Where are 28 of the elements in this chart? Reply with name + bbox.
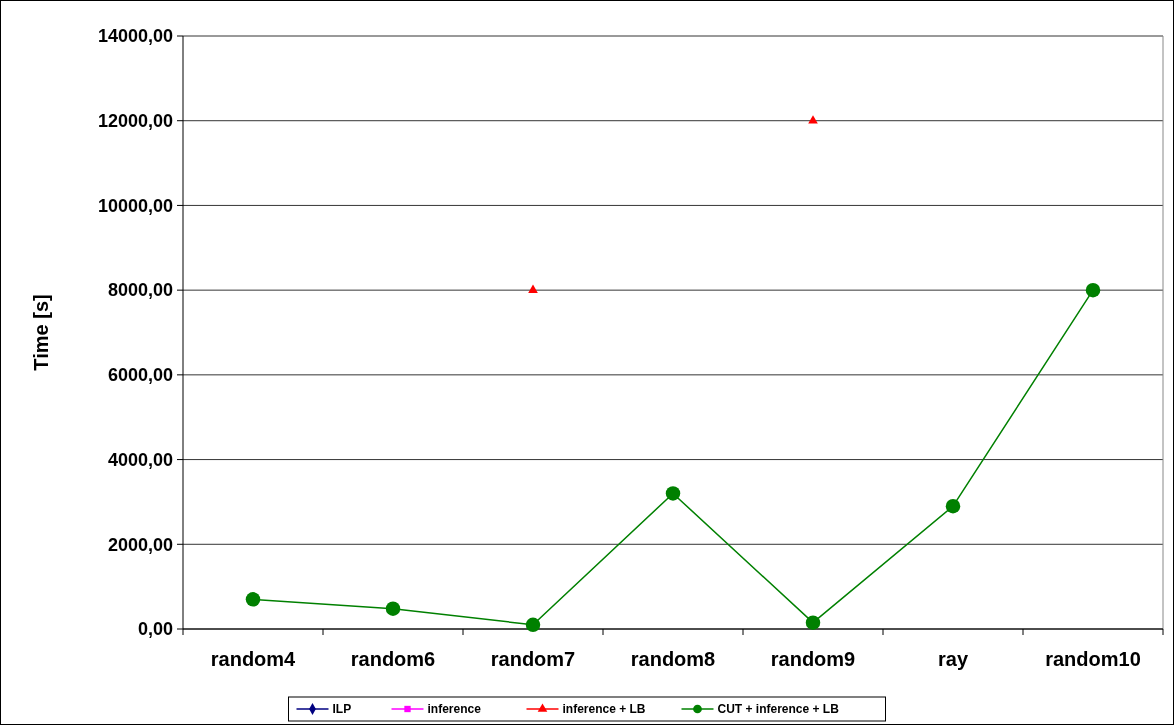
y-tick-label: 0,00 <box>137 619 173 640</box>
x-tick-label: random9 <box>770 648 856 670</box>
y-tick-label: 2000,00 <box>107 534 173 555</box>
y-tick-label: 8000,00 <box>107 280 173 301</box>
x-tick-label: random4 <box>210 648 297 670</box>
point <box>385 601 401 616</box>
point <box>665 486 681 501</box>
y-tick-label: 10000,00 <box>97 195 173 216</box>
y-tick-label: 4000,00 <box>107 449 173 470</box>
point <box>528 284 538 293</box>
point <box>525 617 541 632</box>
point <box>245 592 261 607</box>
x-tick-label: ray <box>937 648 969 670</box>
y-tick-label: 14000,00 <box>97 26 173 47</box>
legend-label: inference + LB <box>562 702 646 717</box>
x-tick-label: random6 <box>350 648 436 670</box>
y-tick-label: 12000,00 <box>97 111 173 132</box>
legend-label: inference <box>427 702 482 717</box>
point <box>945 498 961 514</box>
y-axis-title: Time [s] <box>30 294 52 371</box>
x-tick-label: random7 <box>490 648 576 670</box>
point <box>1085 282 1101 298</box>
legend-label: ILP <box>332 702 352 717</box>
x-tick-label: random10 <box>1045 648 1141 670</box>
legend-label: CUT + inference + LB <box>717 702 840 717</box>
point <box>805 615 821 630</box>
y-tick-label: 6000,00 <box>107 365 173 386</box>
x-tick-label: random8 <box>630 648 716 670</box>
